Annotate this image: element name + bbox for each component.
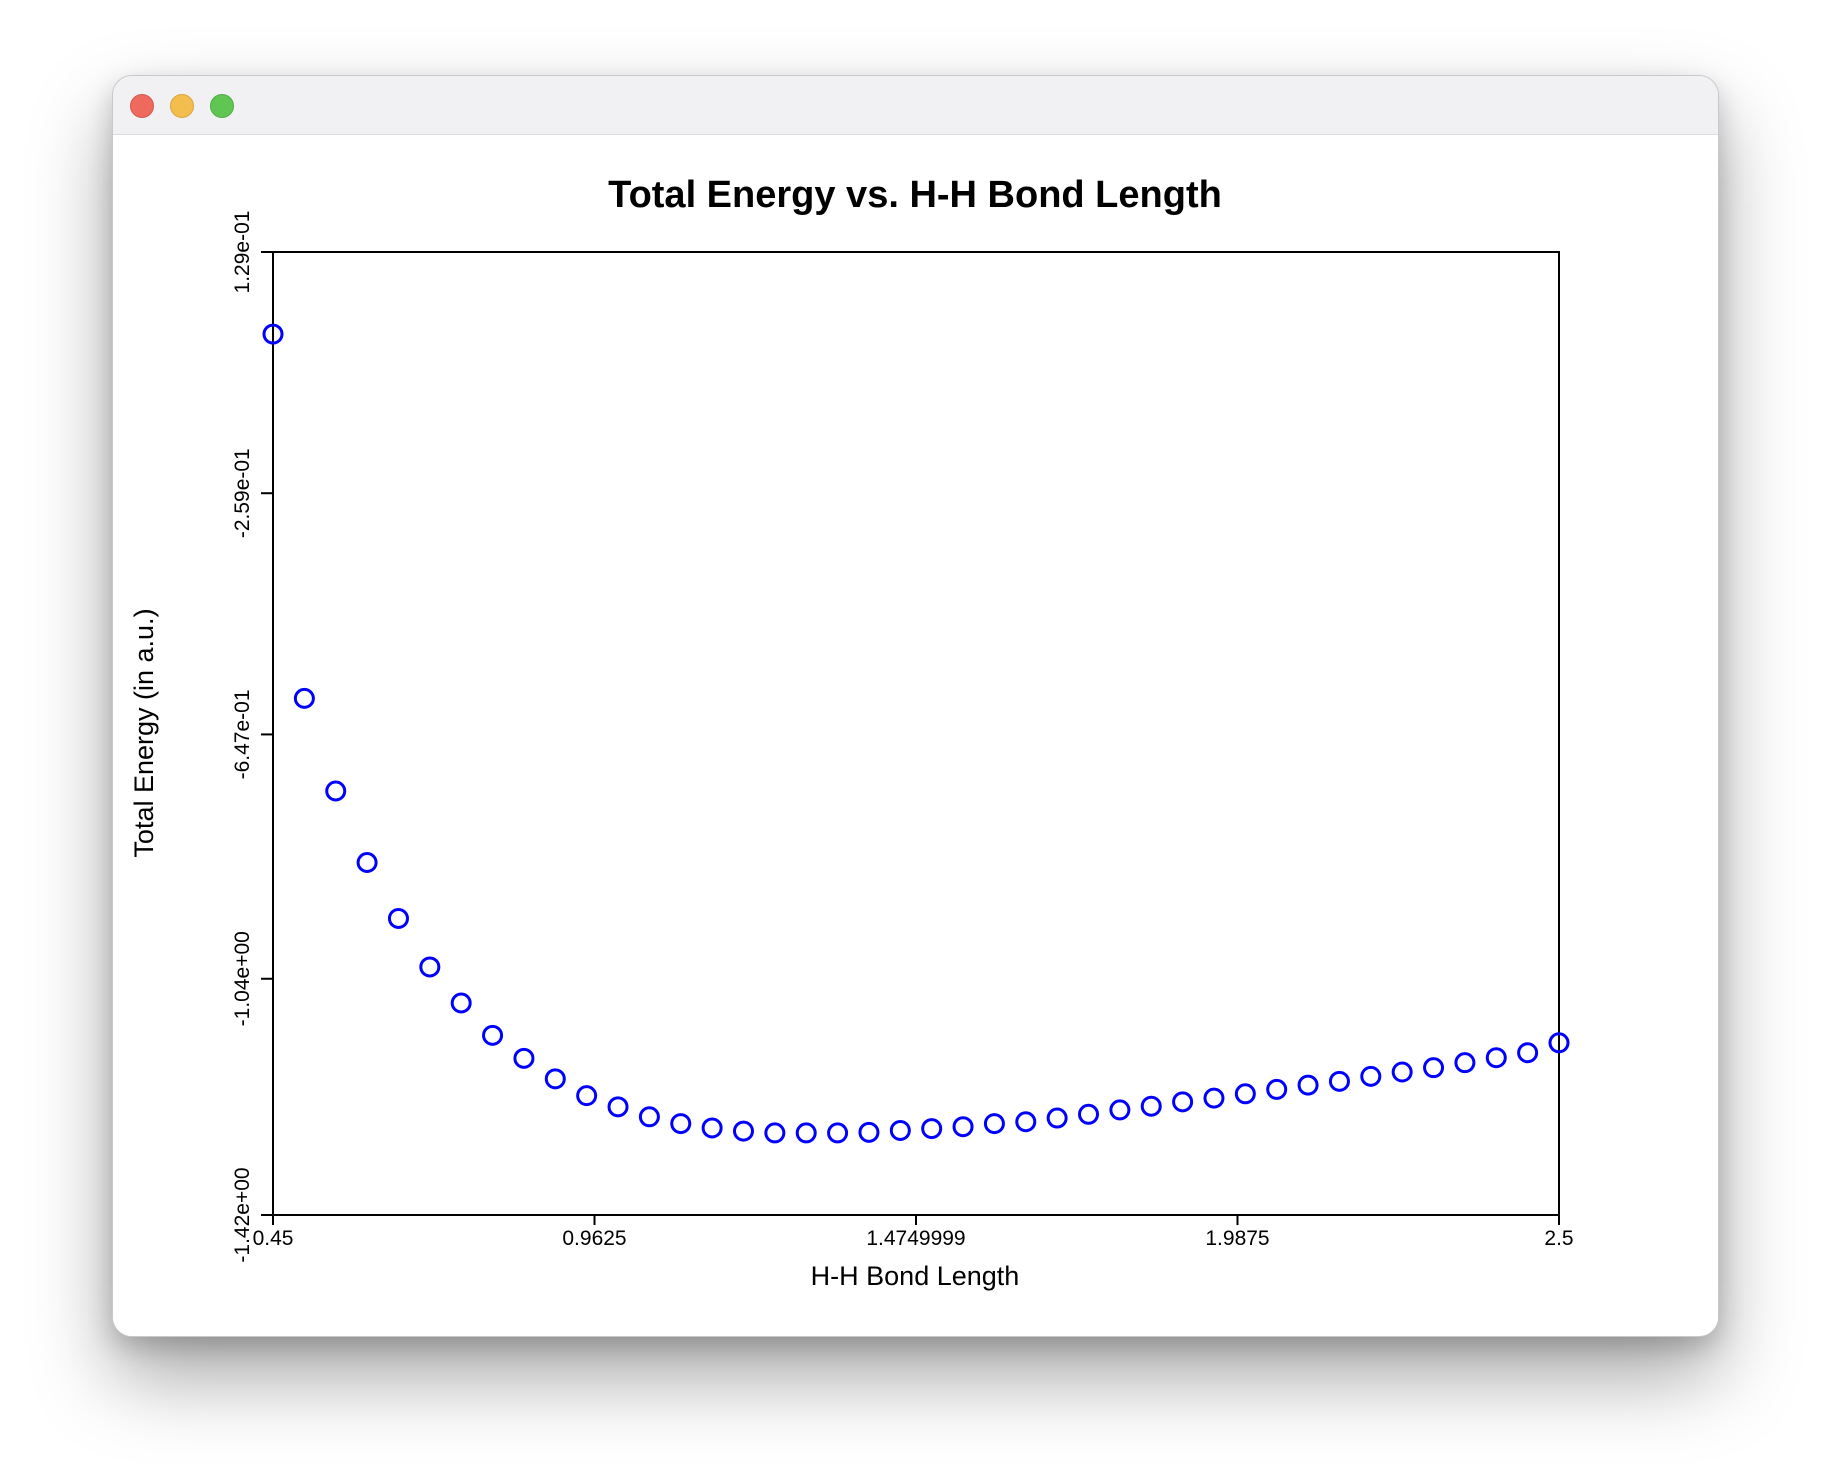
data-point — [1172, 1091, 1194, 1113]
data-point — [795, 1122, 817, 1144]
app-window: Total Energy vs. H-H Bond Length -1.42e+… — [112, 75, 1719, 1337]
data-point — [638, 1106, 660, 1128]
chart-title: Total Energy vs. H-H Bond Length — [608, 174, 1222, 216]
data-point — [732, 1120, 754, 1142]
data-point — [419, 956, 441, 978]
data-point — [701, 1117, 723, 1139]
x-axis-label: H-H Bond Length — [811, 1261, 1020, 1291]
y-tick-label: -1.04e+00 — [231, 931, 254, 1026]
x-tick-label: 0.45 — [253, 1227, 294, 1250]
data-point — [1109, 1099, 1131, 1121]
data-point — [1548, 1032, 1570, 1054]
data-point — [764, 1122, 786, 1144]
y-axis: -1.42e+00 -1.04e+00 -6.47e-01 -2.59e-01 1.29… — [231, 211, 273, 1263]
data-point — [1423, 1057, 1445, 1079]
data-point — [513, 1047, 535, 1069]
data-point — [983, 1113, 1005, 1135]
x-axis: 0.45 0.9625 1.4749999 1.9875 2.5 — [253, 1215, 1574, 1250]
data-point — [952, 1116, 974, 1138]
close-button[interactable] — [130, 94, 154, 118]
plot-frame — [272, 251, 1560, 1216]
data-point — [544, 1068, 566, 1090]
data-point — [889, 1119, 911, 1141]
y-tick-label: -1.42e+00 — [231, 1167, 254, 1262]
x-tick-label: 2.5 — [1544, 1227, 1573, 1250]
data-point — [356, 852, 378, 874]
minimize-button[interactable] — [170, 94, 194, 118]
data-point — [1078, 1103, 1100, 1125]
x-tick-label: 1.4749999 — [866, 1227, 965, 1250]
data-point — [607, 1096, 629, 1118]
x-tick-label: 1.9875 — [1205, 1227, 1269, 1250]
data-point — [1266, 1078, 1288, 1100]
data-point — [293, 687, 315, 709]
data-point — [262, 323, 284, 345]
data-point — [1391, 1061, 1413, 1083]
data-point — [858, 1121, 880, 1143]
data-point — [450, 992, 472, 1014]
data-point — [1517, 1042, 1539, 1064]
data-point — [1360, 1065, 1382, 1087]
plot-area: Total Energy vs. H-H Bond Length -1.42e+… — [113, 135, 1718, 1336]
scatter-chart: Total Energy vs. H-H Bond Length -1.42e+… — [129, 174, 1574, 1291]
data-point — [387, 907, 409, 929]
y-axis-label: Total Energy (in a.u.) — [129, 608, 159, 857]
data-point — [1140, 1095, 1162, 1117]
title-bar[interactable] — [113, 76, 1718, 135]
data-point — [576, 1085, 598, 1107]
data-point — [1046, 1107, 1068, 1129]
x-tick-label: 0.9625 — [562, 1227, 626, 1250]
data-point — [1203, 1087, 1225, 1109]
data-points — [262, 323, 1570, 1144]
data-point — [325, 780, 347, 802]
data-point — [1234, 1083, 1256, 1105]
data-point — [670, 1113, 692, 1135]
data-point — [1297, 1074, 1319, 1096]
data-point — [827, 1122, 849, 1144]
data-point — [1485, 1047, 1507, 1069]
y-tick-label: -6.47e-01 — [231, 689, 254, 779]
data-point — [1328, 1070, 1350, 1092]
y-tick-label: 1.29e-01 — [231, 211, 254, 294]
data-point — [482, 1024, 504, 1046]
data-point — [921, 1118, 943, 1140]
data-point — [1015, 1111, 1037, 1133]
y-tick-label: -2.59e-01 — [231, 448, 254, 538]
zoom-button[interactable] — [210, 94, 234, 118]
data-point — [1454, 1052, 1476, 1074]
